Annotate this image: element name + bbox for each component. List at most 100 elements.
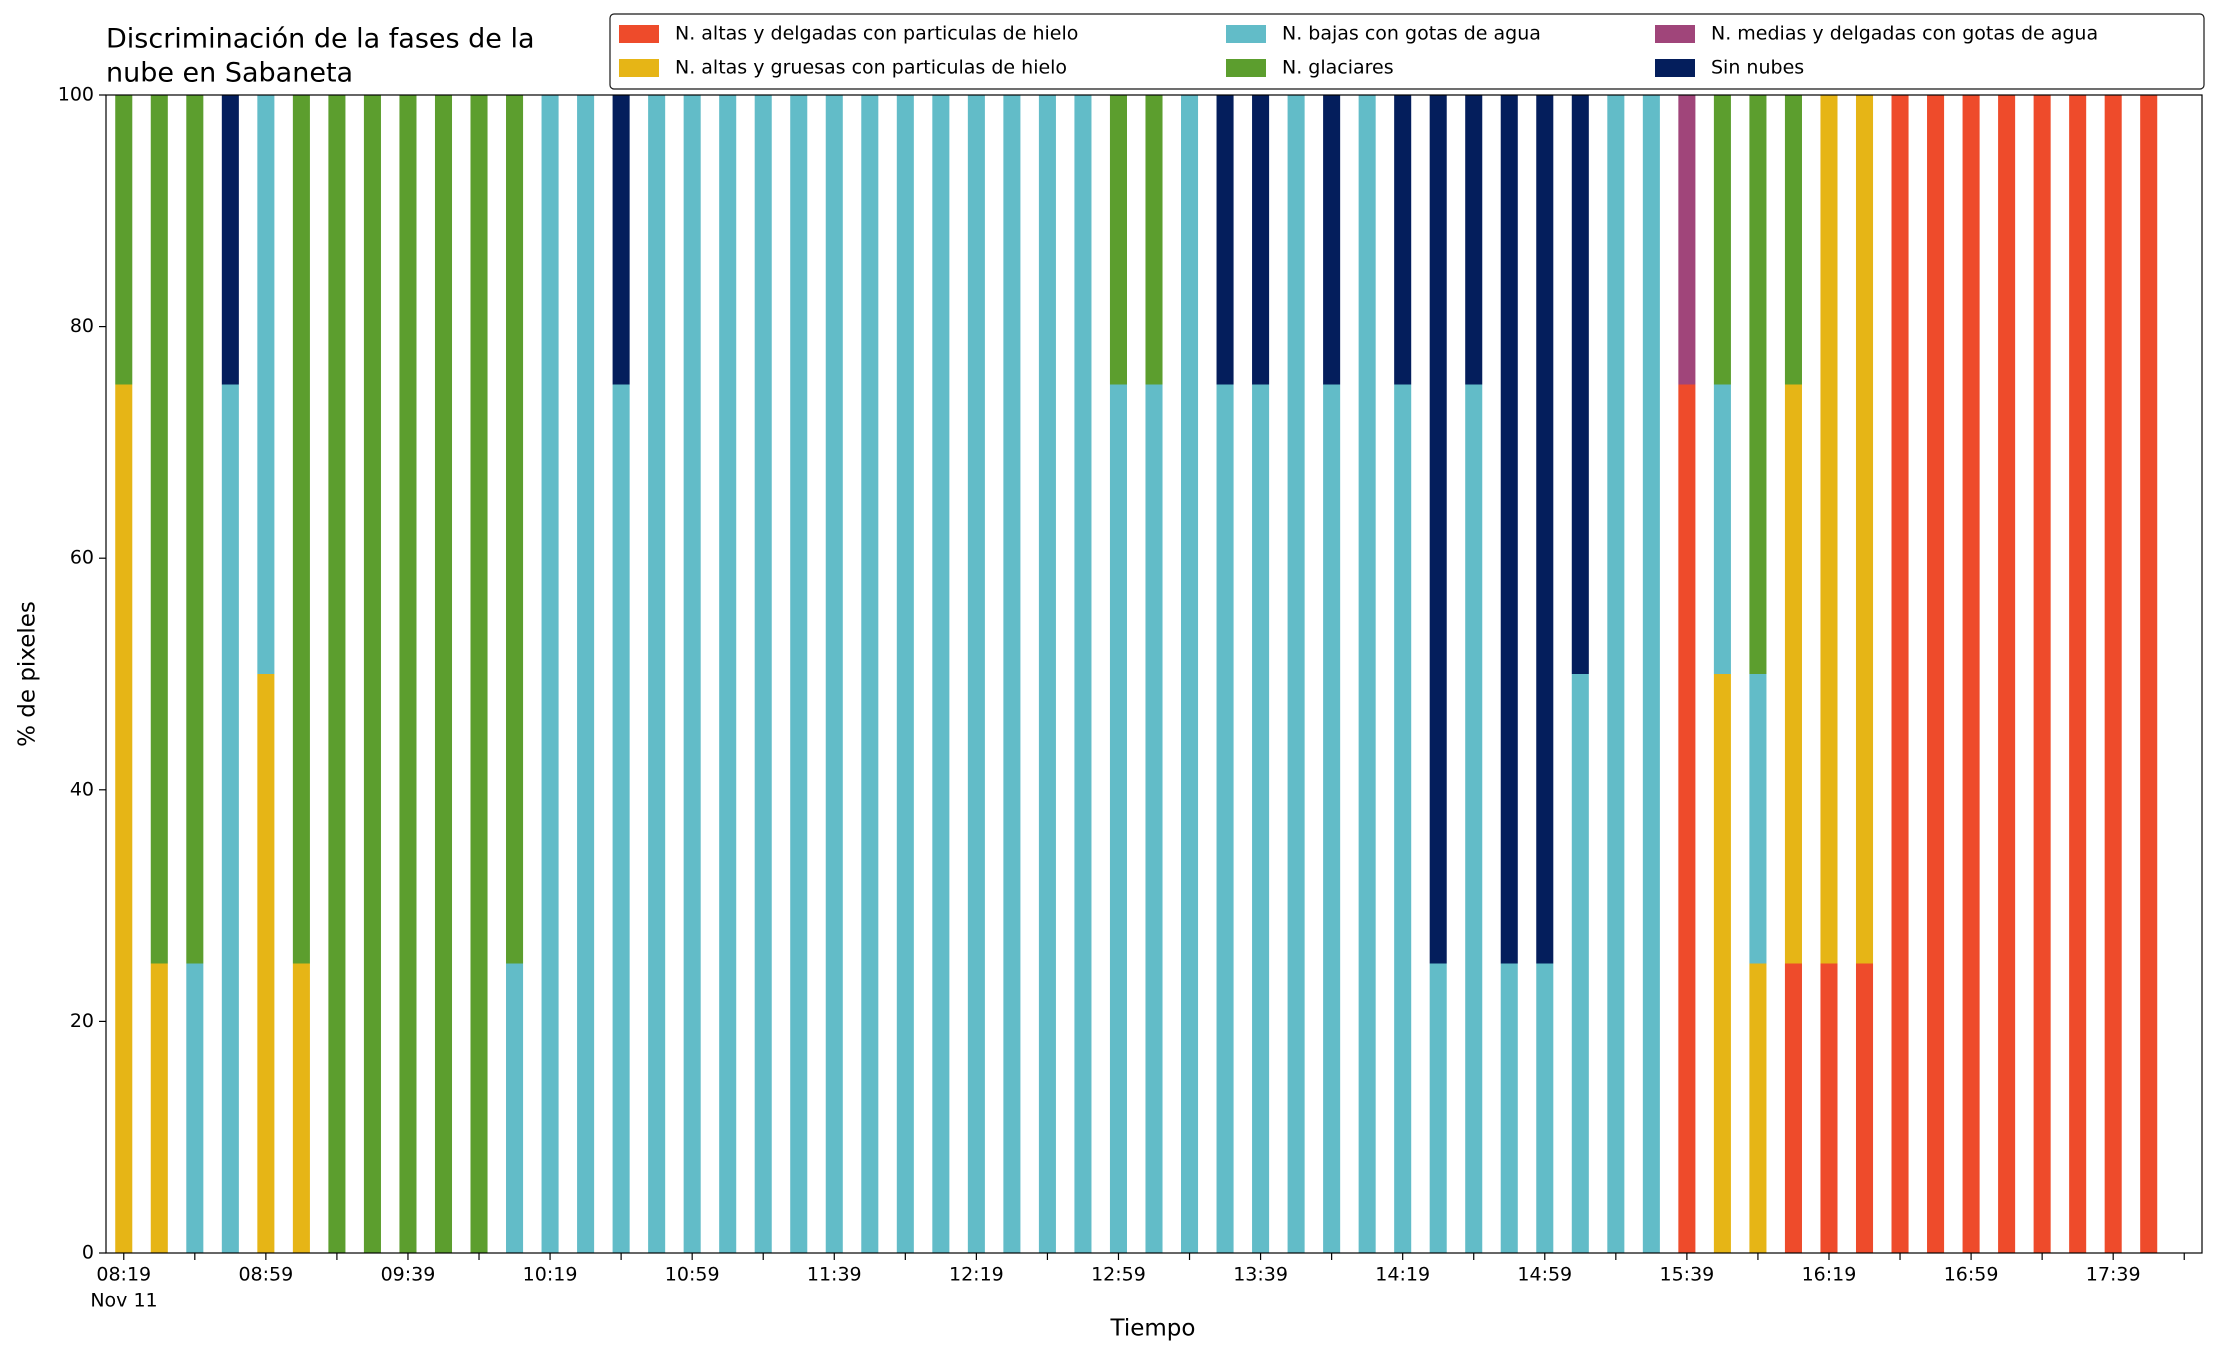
legend-label: N. glaciares — [1282, 57, 1394, 79]
bar-segment — [1500, 963, 1518, 1253]
bar-segment — [115, 95, 133, 385]
bar-segment — [115, 384, 133, 1253]
bar-segment — [2104, 95, 2122, 1253]
bar-segment — [1500, 95, 1518, 964]
bar-segment — [1713, 384, 1731, 674]
x-tick-label: 10:19 — [523, 1264, 578, 1286]
y-tick-label: 40 — [70, 778, 94, 800]
bar-segment — [186, 963, 204, 1253]
bar-segment — [186, 95, 204, 964]
bar-segment — [1003, 95, 1021, 1253]
bar-segment — [1678, 384, 1696, 1253]
x-tick-label: 16:19 — [1802, 1264, 1857, 1286]
bar-segment — [2069, 95, 2087, 1253]
bar-segment — [1820, 963, 1838, 1253]
bar-segment — [1216, 95, 1234, 385]
legend-swatch — [1226, 59, 1266, 77]
bar-segment — [1074, 95, 1092, 1253]
bar-segment — [612, 95, 630, 385]
bar-segment — [1749, 963, 1767, 1253]
bar-segment — [1216, 384, 1234, 1253]
bar-segment — [1465, 95, 1483, 385]
legend-swatch — [1655, 25, 1695, 43]
bar-segment — [861, 95, 879, 1253]
bar-segment — [1465, 384, 1483, 1253]
bar-segment — [1571, 95, 1589, 674]
y-tick-label: 0 — [82, 1242, 94, 1264]
bar-segment — [470, 95, 488, 1253]
bar-segment — [1749, 95, 1767, 674]
bar-segment — [1784, 963, 1802, 1253]
y-tick-label: 60 — [70, 547, 94, 569]
bar-segment — [1394, 384, 1412, 1253]
x-tick-label: 08:59 — [238, 1264, 293, 1286]
x-tick-label: 15:39 — [1659, 1264, 1714, 1286]
bar-segment — [506, 963, 524, 1253]
bar-segment — [1180, 95, 1199, 1253]
bar-segment — [506, 95, 524, 964]
y-tick-label: 80 — [70, 315, 94, 337]
bar-segment — [1145, 384, 1163, 1253]
x-tick-label: 16:59 — [1944, 1264, 1999, 1286]
bar-segment — [1323, 95, 1341, 385]
bar-segment — [1252, 384, 1270, 1253]
bar-segment — [648, 95, 666, 1253]
bar-segment — [150, 95, 168, 964]
bar-segment — [363, 95, 381, 1253]
bar-segment — [1429, 963, 1447, 1253]
bar-segment — [790, 95, 808, 1253]
y-tick-label: 100 — [58, 84, 94, 106]
legend-box — [609, 13, 2205, 90]
legend-swatch — [1655, 59, 1695, 77]
bar-segment — [754, 95, 772, 1253]
bar-segment — [1678, 95, 1696, 385]
bar-segment — [577, 95, 595, 1253]
bar-segment — [221, 384, 239, 1253]
bar-segment — [1394, 95, 1412, 385]
bar-segment — [1323, 384, 1341, 1253]
bar-segment — [1784, 95, 1802, 385]
legend-label: N. bajas con gotas de agua — [1282, 23, 1541, 45]
bar-segment — [1784, 384, 1802, 964]
bar-segment — [1998, 95, 2016, 1253]
chart-title: Discriminación de la fases de la — [106, 24, 535, 55]
bar-segment — [683, 95, 701, 1253]
legend-label: Sin nubes — [1711, 57, 1804, 79]
x-tick-label: 12:19 — [949, 1264, 1004, 1286]
bar-segment — [399, 95, 417, 1253]
bar-segment — [932, 95, 950, 1253]
x-tick-label: 17:39 — [2086, 1264, 2141, 1286]
bar-segment — [1429, 95, 1447, 964]
bar-segment — [1145, 95, 1163, 385]
bar-segment — [328, 95, 346, 1253]
plot-frame — [105, 94, 2203, 1254]
bar-segment — [1536, 963, 1554, 1253]
bar-segment — [292, 963, 310, 1253]
x-tick-label: 08:19 — [96, 1264, 151, 1286]
bar-segment — [1607, 95, 1625, 1253]
bar-segment — [221, 95, 239, 385]
bar-segment — [1109, 95, 1128, 385]
bar-segment — [612, 384, 630, 1253]
bar-segment — [1855, 95, 1874, 964]
legend-swatch — [619, 59, 659, 77]
bar-segment — [1891, 95, 1909, 1253]
x-tick-label: 14:59 — [1517, 1264, 1572, 1286]
legend-swatch — [619, 25, 659, 43]
bar-segment — [1820, 95, 1838, 964]
x-tick-label: 09:39 — [381, 1264, 436, 1286]
legend-label: N. medias y delgadas con gotas de agua — [1711, 23, 2098, 45]
bar-segment — [967, 95, 985, 1253]
chart-title: nube en Sabaneta — [106, 58, 353, 89]
x-axis-label: Tiempo — [1110, 1316, 1196, 1342]
x-tick-label: 14:19 — [1375, 1264, 1430, 1286]
bar-segment — [2033, 95, 2051, 1253]
bar-segment — [1536, 95, 1554, 964]
bar-segment — [541, 95, 559, 1253]
legend-label: N. altas y delgadas con particulas de hi… — [675, 23, 1078, 45]
bar-segment — [1749, 674, 1767, 964]
bar-segment — [1252, 95, 1270, 385]
bar-segment — [257, 95, 275, 674]
bar-segment — [1855, 963, 1874, 1253]
